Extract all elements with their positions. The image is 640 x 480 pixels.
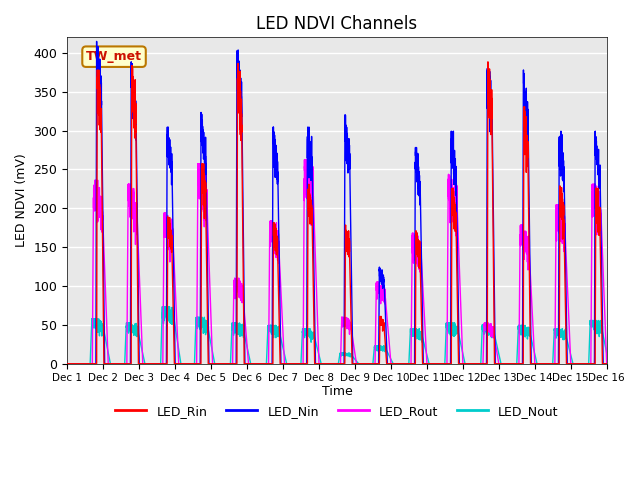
Text: TW_met: TW_met [86,50,142,63]
Y-axis label: LED NDVI (mV): LED NDVI (mV) [15,154,28,247]
X-axis label: Time: Time [321,385,352,398]
Title: LED NDVI Channels: LED NDVI Channels [257,15,417,33]
Legend: LED_Rin, LED_Nin, LED_Rout, LED_Nout: LED_Rin, LED_Nin, LED_Rout, LED_Nout [110,400,564,423]
